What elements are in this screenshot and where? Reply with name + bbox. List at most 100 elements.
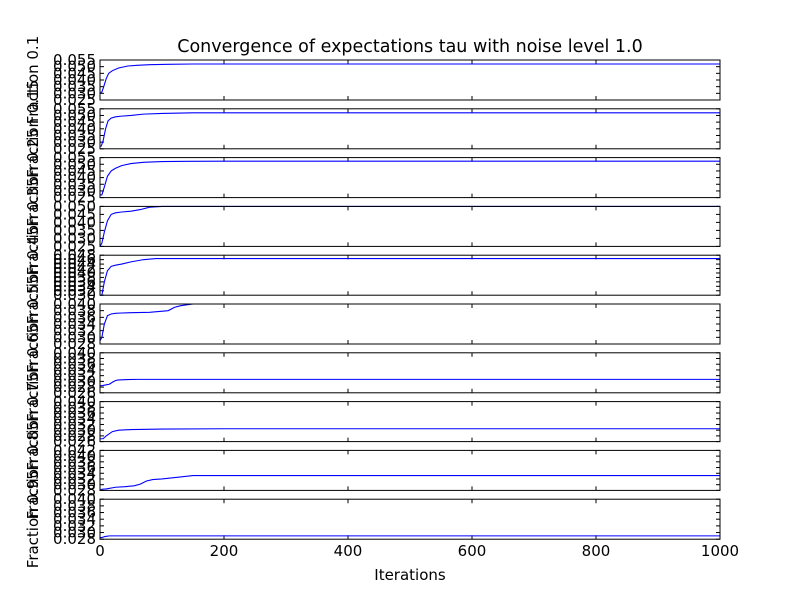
series-line — [100, 160, 720, 196]
subplot-frame — [99, 401, 721, 443]
y-tick-label: 0.040 — [53, 295, 96, 313]
subplot-panel: 0.0260.0280.0300.0320.0340.0360.0380.040… — [24, 324, 721, 422]
subplot-frame — [99, 449, 721, 491]
y-tick-label: 0.025 — [53, 91, 96, 109]
y-tick-label: 0.028 — [53, 427, 96, 445]
series-line — [100, 535, 720, 539]
y-tick-label: 0.030 — [53, 286, 96, 304]
series-line — [100, 257, 720, 296]
y-tick-label: 0.034 — [53, 510, 96, 528]
y-axis-label: Fraction 0.35 — [24, 177, 42, 275]
y-tick-label: 0.032 — [53, 367, 96, 385]
y-tick-label: 0.044 — [53, 255, 96, 273]
y-tick-label: 0.030 — [53, 133, 96, 151]
y-tick-label: 0.040 — [53, 447, 96, 465]
subplot-panel: 0.0250.0300.0350.0400.0450.0500.055Fract… — [24, 80, 721, 178]
subplot-panel: 0.0250.0300.0350.0400.0450.0500.055Fract… — [24, 36, 721, 125]
x-tick-label: 0 — [95, 542, 105, 560]
y-tick-label: 0.040 — [53, 393, 96, 411]
y-axis-label: Fraction 0.75 — [24, 373, 42, 471]
y-tick-label: 0.030 — [53, 372, 96, 390]
y-axis-label: Fraction 0.55 — [24, 275, 42, 373]
series-line — [100, 378, 720, 387]
y-tick-label: 0.036 — [53, 273, 96, 291]
y-axis-label: Fraction 0.15 — [24, 80, 42, 178]
y-tick-label: 0.032 — [53, 282, 96, 300]
y-tick-label: 0.030 — [53, 476, 96, 494]
y-tick-label: 0.035 — [53, 175, 96, 193]
x-tick-label: 200 — [210, 542, 239, 560]
y-tick-label: 0.050 — [53, 197, 96, 215]
y-tick-label: 0.055 — [53, 100, 96, 118]
y-tick-label: 0.050 — [53, 106, 96, 124]
series-line — [99, 303, 720, 341]
y-tick-label: 0.038 — [53, 497, 96, 515]
subplot-frame — [99, 205, 721, 247]
y-tick-label: 0.030 — [53, 229, 96, 247]
y-tick-label: 0.038 — [53, 302, 96, 320]
subplot-frame — [99, 303, 721, 345]
subplot-panel: 0.0280.0300.0320.0340.0360.0380.040Fract… — [24, 470, 721, 568]
x-tick-label: 600 — [458, 542, 487, 560]
y-tick-label: 0.046 — [53, 251, 96, 269]
y-tick-label: 0.028 — [53, 378, 96, 396]
y-tick-label: 0.034 — [53, 464, 96, 482]
y-tick-label: 0.028 — [53, 530, 96, 548]
y-tick-label: 0.028 — [53, 481, 96, 499]
y-tick-label: 0.035 — [53, 126, 96, 144]
y-tick-label: 0.040 — [53, 344, 96, 362]
y-tick-label: 0.025 — [53, 140, 96, 158]
subplot-stack: 0.0250.0300.0350.0400.0450.0500.055Fract… — [24, 36, 721, 568]
y-tick-label: 0.032 — [53, 517, 96, 535]
y-tick-label: 0.030 — [53, 328, 96, 346]
y-tick-label: 0.040 — [53, 213, 96, 231]
y-tick-label: 0.038 — [53, 453, 96, 471]
y-tick-label: 0.040 — [53, 71, 96, 89]
y-axis-label: Fraction 0.85 — [24, 421, 42, 519]
y-tick-label: 0.042 — [53, 260, 96, 278]
y-tick-label: 0.036 — [53, 459, 96, 477]
y-tick-label: 0.036 — [53, 308, 96, 326]
y-tick-label: 0.034 — [53, 361, 96, 379]
subplot-panel: 0.0250.0300.0350.0400.0450.0500.055Fract… — [24, 129, 721, 227]
y-tick-label: 0.045 — [53, 205, 96, 223]
x-axis-label: Iterations — [374, 566, 446, 584]
y-axis-label: Fraction 0.65 — [24, 324, 42, 422]
y-axis-label: Fraction 0.45 — [24, 226, 42, 324]
series-line — [100, 112, 720, 147]
y-axis-label: Fraction 0.1 — [24, 36, 42, 125]
y-tick-label: 0.034 — [53, 277, 96, 295]
y-axis-label: Fraction 0.25 — [24, 129, 42, 227]
y-tick-label: 0.055 — [53, 51, 96, 69]
y-tick-label: 0.048 — [53, 246, 96, 264]
subplot-panel: 0.0280.0300.0320.0340.0360.0380.040Fract… — [24, 275, 721, 373]
x-tick-label: 1000 — [701, 542, 739, 560]
y-tick-label: 0.050 — [53, 155, 96, 173]
subplot-frame — [99, 254, 721, 296]
y-tick-label: 0.045 — [53, 64, 96, 82]
subplot-panel: 0.0260.0280.0300.0320.0340.0360.0380.040… — [24, 373, 721, 471]
y-tick-label: 0.034 — [53, 315, 96, 333]
subplot-frame — [99, 498, 721, 540]
y-tick-label: 0.036 — [53, 355, 96, 373]
y-tick-label: 0.025 — [53, 189, 96, 207]
y-tick-label: 0.030 — [53, 84, 96, 102]
series-line — [99, 205, 720, 247]
y-tick-label: 0.045 — [53, 113, 96, 131]
y-tick-label: 0.030 — [53, 524, 96, 542]
y-tick-label: 0.036 — [53, 504, 96, 522]
y-tick-label: 0.038 — [53, 350, 96, 368]
y-tick-label: 0.028 — [53, 335, 96, 353]
y-tick-label: 0.035 — [53, 78, 96, 96]
y-tick-label: 0.030 — [53, 182, 96, 200]
y-tick-label: 0.042 — [53, 441, 96, 459]
series-line — [100, 428, 720, 440]
subplot-panel: 0.0280.0300.0320.0340.0360.0380.0400.042… — [24, 421, 721, 519]
y-tick-label: 0.040 — [53, 264, 96, 282]
subplot-frame — [99, 59, 721, 101]
y-tick-label: 0.040 — [53, 120, 96, 138]
y-tick-label: 0.038 — [53, 398, 96, 416]
y-tick-label: 0.050 — [53, 58, 96, 76]
